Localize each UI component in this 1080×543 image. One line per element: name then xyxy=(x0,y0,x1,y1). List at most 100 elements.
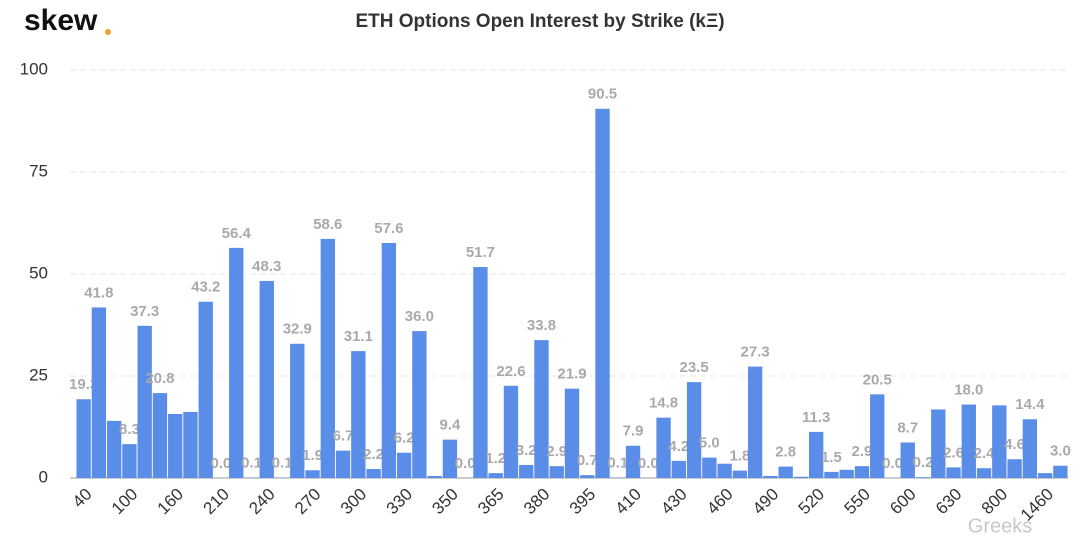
value-label: 2.9 xyxy=(852,443,873,460)
bar xyxy=(229,247,244,478)
bar xyxy=(809,431,824,478)
bar xyxy=(580,475,595,478)
bar xyxy=(152,393,168,478)
x-tick-label: 395 xyxy=(566,485,599,518)
bar xyxy=(503,385,519,478)
value-label: 0.1 xyxy=(272,455,293,472)
value-label: 20.8 xyxy=(145,370,174,387)
value-label: 8.3 xyxy=(119,421,140,438)
value-label: 90.5 xyxy=(588,86,617,103)
bar xyxy=(488,473,503,478)
bar xyxy=(702,457,717,478)
bar xyxy=(366,469,381,478)
value-label: 31.1 xyxy=(344,328,373,345)
value-label: 33.8 xyxy=(527,317,556,334)
bar xyxy=(442,439,458,478)
value-label: 41.8 xyxy=(84,284,113,301)
value-label: 1.8 xyxy=(729,448,750,465)
value-label: 32.9 xyxy=(283,321,312,338)
x-tick-label: 300 xyxy=(337,485,370,518)
value-label: 0.1 xyxy=(241,455,262,472)
bar xyxy=(732,470,748,478)
bar xyxy=(1007,459,1022,478)
bar xyxy=(976,468,992,478)
value-label: 43.2 xyxy=(191,279,220,296)
bar xyxy=(1022,419,1038,478)
bar xyxy=(381,242,397,478)
bar xyxy=(137,325,152,478)
x-tick-label: 460 xyxy=(703,485,736,518)
value-label: 0.2 xyxy=(913,454,934,471)
value-label: 1.2 xyxy=(485,450,506,467)
value-label: 51.7 xyxy=(466,244,495,261)
x-tick-label: 240 xyxy=(245,485,278,518)
value-label: 19.3 xyxy=(69,376,98,393)
value-label: 3.0 xyxy=(1050,443,1071,460)
bar xyxy=(946,467,961,478)
bar xyxy=(305,470,320,478)
value-label: 58.6 xyxy=(313,216,342,233)
bar xyxy=(290,343,305,478)
bar xyxy=(168,413,183,478)
value-label: 4.2 xyxy=(668,438,689,455)
bar xyxy=(396,452,412,478)
x-tick-label: 350 xyxy=(428,485,461,518)
y-tick-label: 75 xyxy=(29,161,48,180)
bar xyxy=(763,475,778,478)
bar xyxy=(473,267,488,478)
bar xyxy=(992,405,1007,478)
bar xyxy=(549,466,564,478)
x-tick-label: 100 xyxy=(108,485,141,518)
bar xyxy=(900,442,915,478)
bar xyxy=(351,351,366,478)
bar xyxy=(564,388,580,478)
bar xyxy=(824,471,839,478)
y-tick-label: 25 xyxy=(29,365,48,384)
bar xyxy=(686,382,702,478)
value-label: 11.3 xyxy=(802,409,830,426)
value-label: 18.0 xyxy=(954,382,983,399)
value-label: 8.7 xyxy=(897,419,918,436)
value-label: 6.2 xyxy=(394,430,415,447)
bar xyxy=(870,394,885,478)
x-tick-label: 410 xyxy=(612,485,645,518)
value-label: 21.9 xyxy=(557,366,586,383)
bar xyxy=(76,399,91,478)
x-tick-label: 520 xyxy=(795,485,828,518)
bar xyxy=(793,476,809,478)
value-label: 6.7 xyxy=(333,428,354,445)
value-label: 2.8 xyxy=(775,444,796,461)
chart-title: ETH Options Open Interest by Strike (kΞ) xyxy=(355,11,724,32)
value-label: 2.2 xyxy=(363,446,384,463)
bar xyxy=(854,466,870,478)
x-tick-label: 210 xyxy=(199,485,232,518)
value-label: 2.6 xyxy=(943,444,964,461)
value-label: 0.0 xyxy=(211,455,232,472)
bar xyxy=(656,417,671,478)
value-label: 4.6 xyxy=(1004,436,1025,453)
value-label: 5.0 xyxy=(699,435,720,452)
value-label: 0.0 xyxy=(455,455,476,472)
bar xyxy=(717,463,732,478)
bar xyxy=(961,404,976,478)
x-tick-label: 160 xyxy=(154,485,187,518)
bar xyxy=(1053,465,1068,478)
x-tick-label: 490 xyxy=(749,485,782,518)
value-label: 2.9 xyxy=(546,443,567,460)
x-tick-label: 270 xyxy=(291,485,324,518)
y-tick-label: 100 xyxy=(20,59,48,78)
bar xyxy=(519,464,534,478)
bar xyxy=(259,280,274,478)
value-label: 57.6 xyxy=(374,220,403,237)
watermark: Greeks xyxy=(968,515,1032,537)
value-label: 1.5 xyxy=(821,449,842,466)
bar xyxy=(534,340,549,478)
logo: skew xyxy=(24,4,98,37)
x-tick-label: 40 xyxy=(69,485,96,512)
logo-dot xyxy=(105,29,111,35)
value-label: 3.2 xyxy=(516,442,537,459)
value-label: 0.1 xyxy=(607,455,628,472)
value-label: 27.3 xyxy=(741,344,770,361)
value-label: 36.0 xyxy=(405,308,434,325)
x-tick-label: 630 xyxy=(932,485,965,518)
